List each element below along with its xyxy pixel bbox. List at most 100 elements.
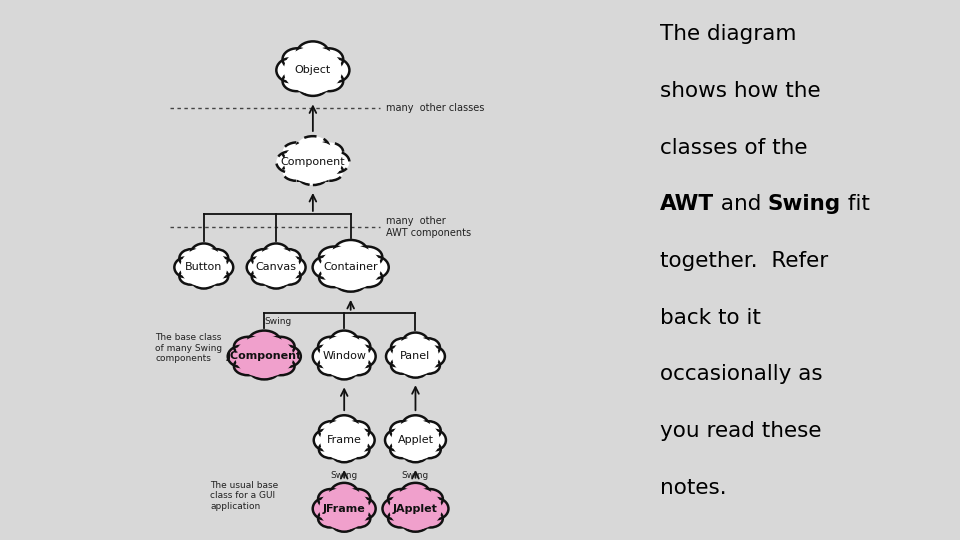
Ellipse shape (334, 240, 368, 264)
Ellipse shape (265, 337, 295, 356)
Ellipse shape (324, 423, 364, 457)
Ellipse shape (252, 268, 275, 285)
Ellipse shape (347, 510, 371, 528)
Ellipse shape (299, 167, 327, 185)
Ellipse shape (313, 498, 337, 519)
Ellipse shape (267, 357, 295, 375)
Text: and: and (713, 194, 768, 214)
Ellipse shape (347, 441, 370, 458)
Ellipse shape (263, 244, 289, 264)
Ellipse shape (318, 489, 344, 509)
Ellipse shape (234, 337, 263, 356)
Ellipse shape (416, 421, 441, 440)
Text: many  other
AWT components: many other AWT components (386, 216, 471, 238)
Ellipse shape (324, 339, 365, 374)
Ellipse shape (282, 143, 312, 162)
Ellipse shape (335, 273, 366, 292)
Text: many  other classes: many other classes (386, 103, 484, 113)
Ellipse shape (289, 51, 337, 90)
Ellipse shape (319, 335, 370, 377)
Ellipse shape (388, 489, 415, 509)
Ellipse shape (402, 514, 429, 532)
Text: Swing: Swing (402, 470, 429, 480)
Ellipse shape (391, 357, 414, 374)
Ellipse shape (247, 258, 269, 277)
Text: fit: fit (841, 194, 870, 214)
Ellipse shape (256, 251, 296, 284)
Text: Applet: Applet (397, 435, 434, 445)
Ellipse shape (422, 430, 446, 450)
Ellipse shape (205, 268, 228, 285)
Ellipse shape (319, 441, 343, 458)
Ellipse shape (391, 420, 440, 460)
Ellipse shape (382, 498, 408, 519)
Ellipse shape (418, 510, 443, 528)
Ellipse shape (385, 430, 408, 450)
Ellipse shape (319, 421, 344, 440)
Ellipse shape (250, 361, 279, 380)
Ellipse shape (402, 415, 429, 437)
Ellipse shape (319, 268, 348, 287)
Ellipse shape (184, 251, 224, 284)
Ellipse shape (180, 249, 204, 267)
Ellipse shape (394, 491, 437, 526)
Ellipse shape (330, 483, 358, 505)
Ellipse shape (351, 346, 375, 367)
Ellipse shape (321, 245, 381, 289)
Ellipse shape (351, 498, 375, 519)
Text: The diagram: The diagram (660, 24, 796, 44)
Ellipse shape (403, 445, 428, 462)
Ellipse shape (289, 145, 337, 179)
Ellipse shape (191, 244, 217, 264)
Text: AWT: AWT (660, 194, 713, 214)
Ellipse shape (297, 42, 329, 66)
Ellipse shape (325, 249, 375, 286)
Ellipse shape (330, 330, 358, 353)
Ellipse shape (330, 415, 358, 437)
Ellipse shape (422, 347, 444, 366)
Ellipse shape (264, 272, 288, 288)
Ellipse shape (390, 421, 415, 440)
Ellipse shape (320, 420, 369, 460)
Text: shows how the: shows how the (660, 81, 820, 101)
Ellipse shape (396, 340, 435, 373)
Ellipse shape (324, 491, 365, 526)
Text: Container: Container (324, 262, 378, 272)
Text: JFrame: JFrame (323, 504, 366, 514)
Ellipse shape (283, 258, 305, 277)
Ellipse shape (360, 256, 389, 279)
Ellipse shape (276, 151, 304, 173)
Ellipse shape (252, 248, 300, 287)
Ellipse shape (331, 514, 357, 532)
Ellipse shape (417, 489, 443, 509)
Ellipse shape (318, 510, 342, 528)
Text: Swing: Swing (264, 317, 292, 326)
Ellipse shape (347, 357, 371, 375)
Ellipse shape (351, 246, 382, 267)
Ellipse shape (390, 441, 414, 458)
Ellipse shape (276, 249, 300, 267)
Ellipse shape (416, 338, 440, 356)
Ellipse shape (278, 268, 300, 285)
Ellipse shape (351, 430, 374, 450)
Ellipse shape (282, 71, 310, 91)
Ellipse shape (235, 335, 294, 377)
Ellipse shape (318, 337, 344, 356)
Text: The usual base
class for a GUI
application: The usual base class for a GUI applicati… (210, 481, 278, 511)
Ellipse shape (423, 498, 448, 519)
Ellipse shape (228, 346, 255, 367)
Ellipse shape (273, 346, 300, 367)
Ellipse shape (345, 421, 370, 440)
Ellipse shape (180, 248, 228, 287)
Text: notes.: notes. (660, 478, 726, 498)
Text: Canvas: Canvas (255, 262, 297, 272)
Text: classes of the: classes of the (660, 138, 807, 158)
Ellipse shape (418, 441, 441, 458)
Ellipse shape (313, 256, 342, 279)
Text: Swing: Swing (768, 194, 841, 214)
Ellipse shape (332, 445, 356, 462)
Ellipse shape (252, 249, 276, 267)
Ellipse shape (240, 339, 288, 374)
Text: Window: Window (323, 352, 366, 361)
Text: you read these: you read these (660, 421, 821, 441)
